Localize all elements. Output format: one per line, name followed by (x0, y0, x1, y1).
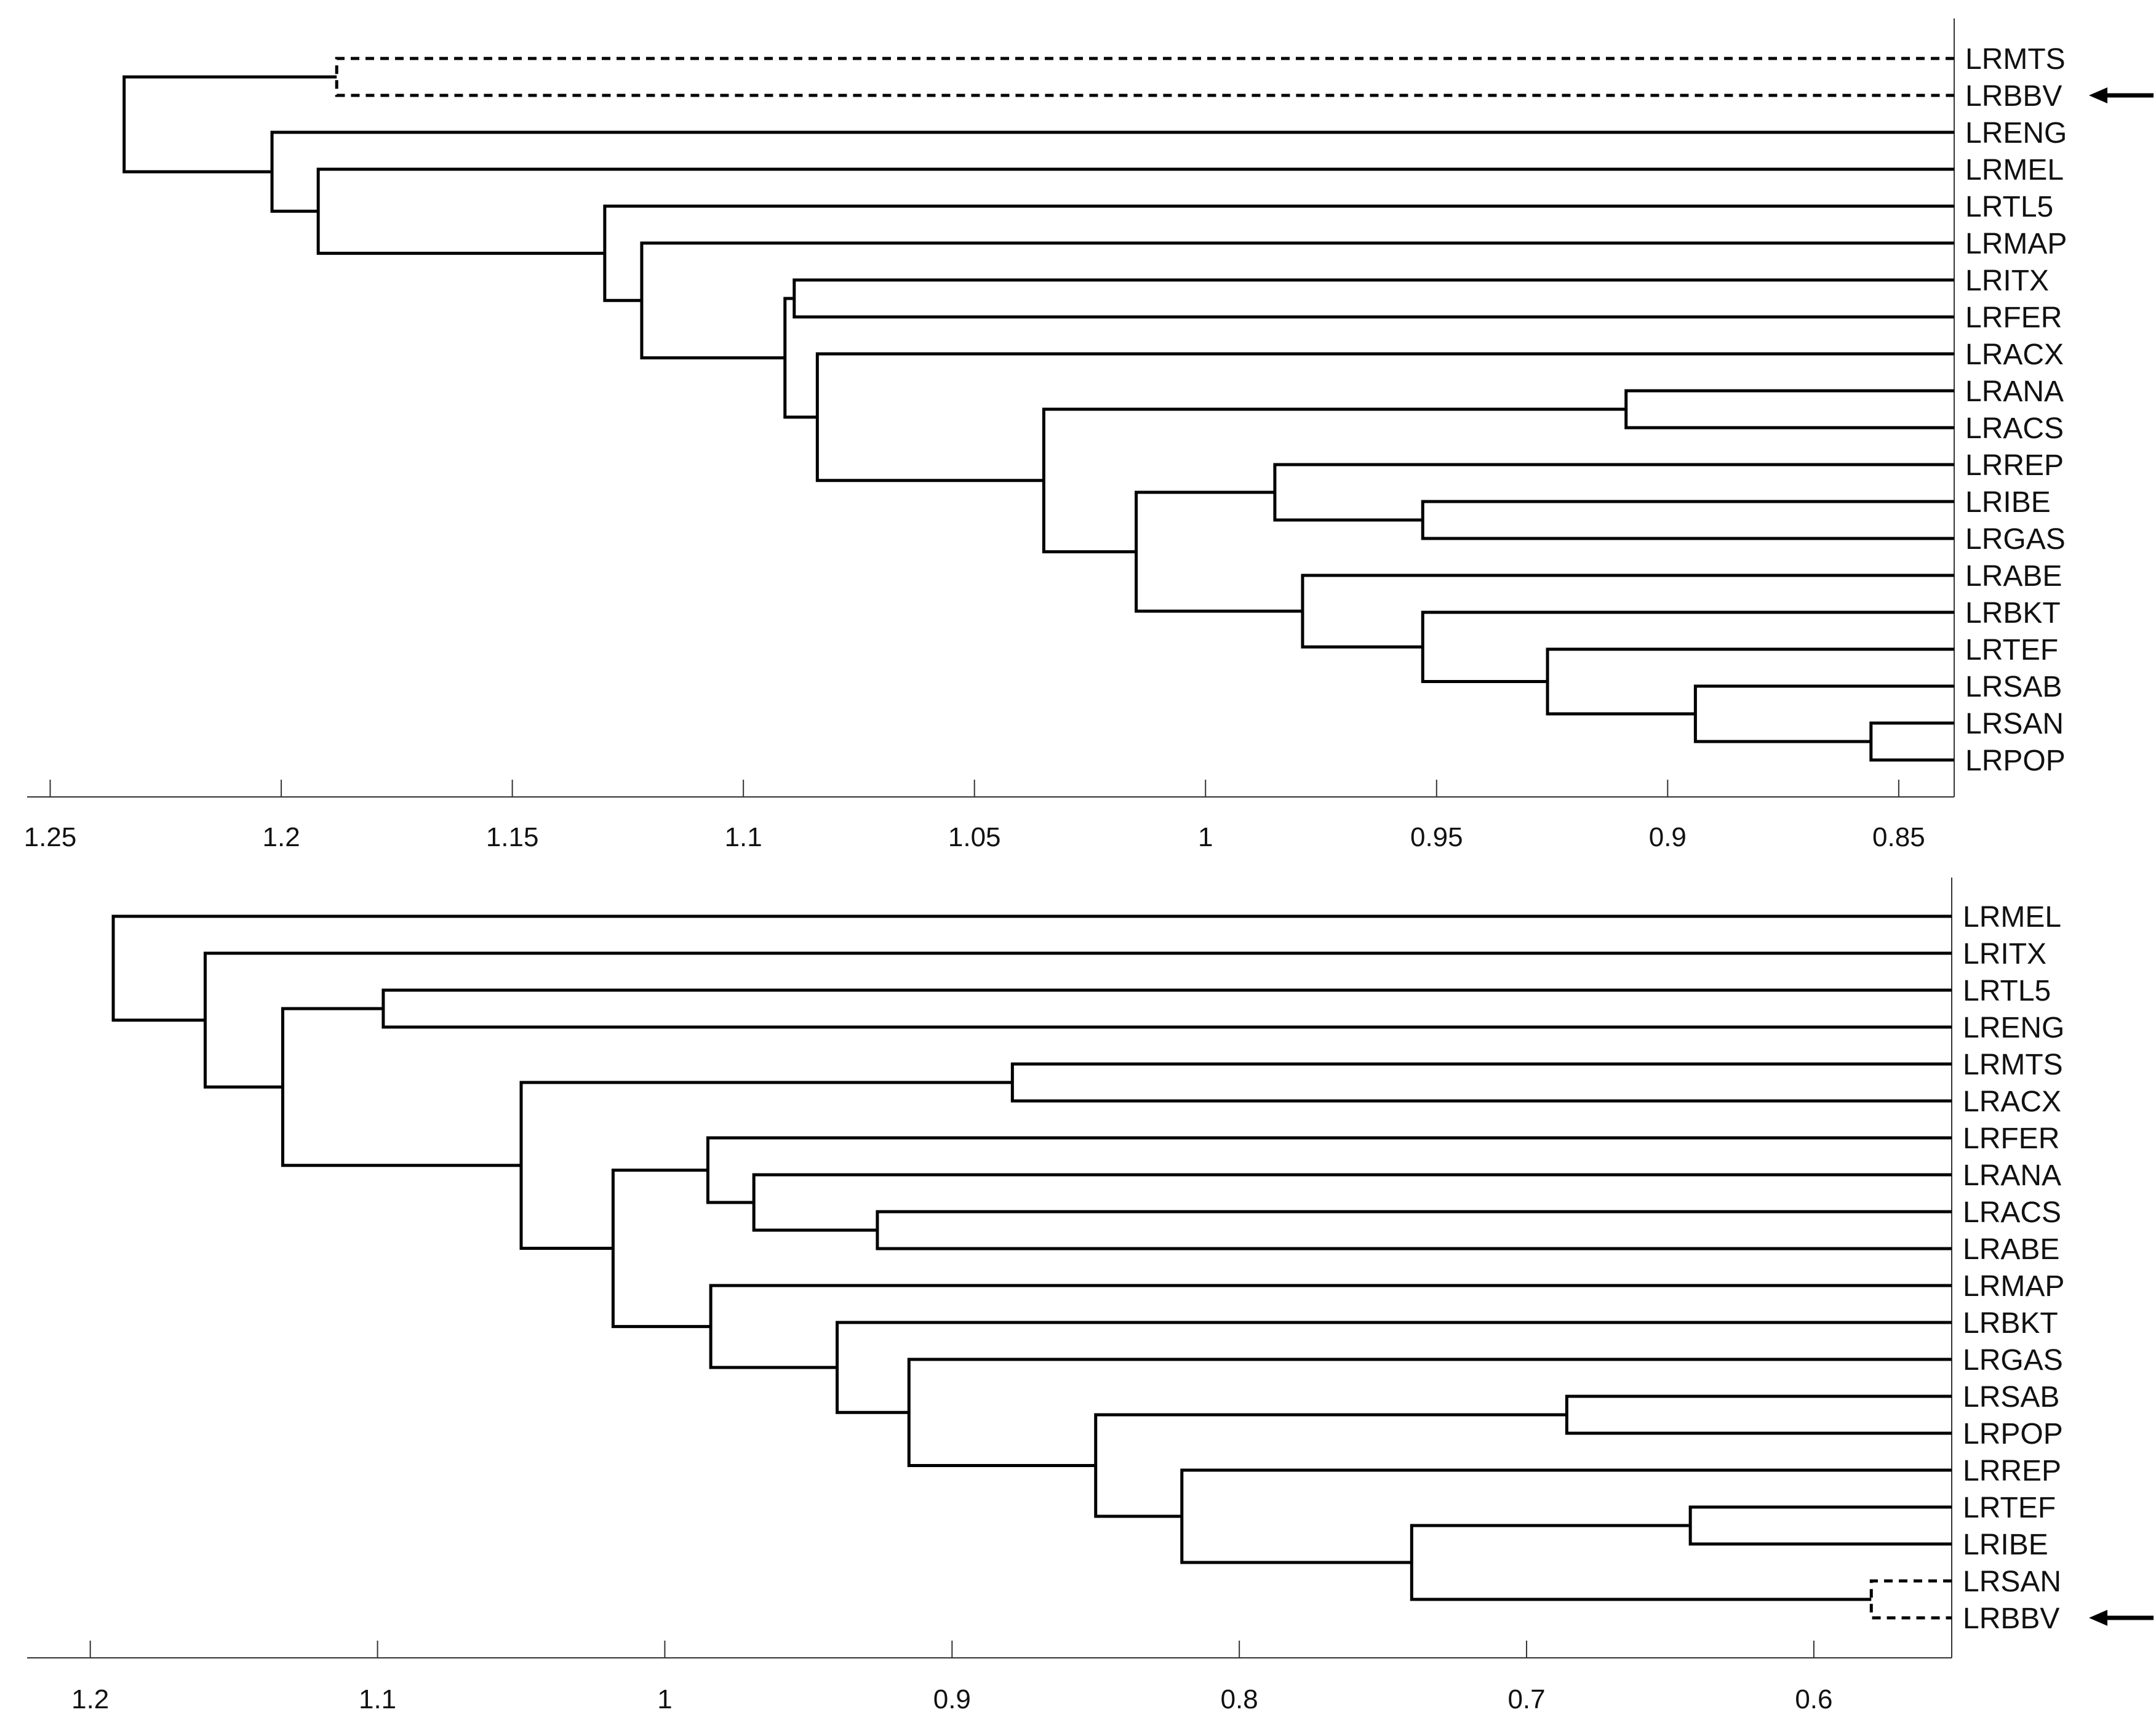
x-tick-label: 1.15 (486, 822, 539, 852)
dendrogram-link (281, 1007, 522, 1167)
leaf-label: LRGAS (1963, 1344, 2063, 1377)
leaf-label: LRPOP (1965, 745, 2066, 777)
x-tick-label: 0.9 (933, 1684, 971, 1712)
leaf-label: LRTEF (1965, 634, 2058, 666)
dendrogram-link (1273, 463, 1954, 522)
dendrogram-link (1688, 1505, 1952, 1546)
leaf-label: LRSAB (1965, 671, 2062, 703)
x-tick-label: 1.2 (71, 1684, 109, 1712)
x-tick-label: 1 (657, 1684, 672, 1712)
leaf-label: LRMTS (1965, 43, 2066, 76)
dendrogram-link (793, 278, 1954, 319)
dendrogram-link (1410, 1524, 1872, 1601)
x-tick-label: 1.1 (359, 1684, 396, 1712)
x-tick-label: 0.8 (1221, 1684, 1258, 1712)
dendrogram-link (836, 1321, 1952, 1414)
dendrogram-link (335, 57, 1954, 97)
leaf-label: LRMEL (1965, 154, 2064, 186)
dendrogram-link (1693, 684, 1954, 743)
dendrogram-link (1421, 500, 1954, 540)
dendrogram-link (381, 988, 1952, 1029)
dendrogram-link (270, 130, 1954, 213)
dendrogram-link (1421, 610, 1954, 683)
dendrogram-link (752, 1173, 1952, 1232)
dendrogram-link (1869, 1579, 1952, 1620)
x-tick-label: 1.25 (24, 822, 77, 852)
leaf-label: LRSAB (1963, 1381, 2059, 1414)
leaf-label: LRANA (1963, 1159, 2061, 1192)
leaf-label: LRACX (1965, 338, 2064, 371)
dendrogram-link (1301, 574, 1954, 649)
dendrogram-link (203, 951, 1952, 1089)
highlight-arrow (2089, 87, 2154, 103)
leaf-label: LRFER (1965, 302, 2062, 334)
leaf-label: LRTL5 (1965, 191, 2053, 223)
leaf-label: LRITX (1963, 938, 2046, 970)
x-tick-label: 0.9 (1649, 822, 1687, 852)
dendrogram-link (1042, 407, 1626, 554)
leaf-label: LRACX (1963, 1086, 2061, 1118)
x-tick-label: 0.7 (1507, 1684, 1545, 1712)
leaf-label: LRPOP (1963, 1418, 2063, 1450)
leaf-label: LRACS (1963, 1196, 2061, 1229)
dendrogram-link (111, 914, 1952, 1022)
leaf-label: LRMEL (1963, 901, 2061, 934)
leaf-label: LRMAP (1965, 228, 2067, 260)
leaf-label: LRTL5 (1963, 975, 2051, 1007)
dendrogram-link (1869, 721, 1954, 762)
top-dendrogram-panel: 1.25 1.2 1.15 1.1 1.05 1 0.95 0.9 0.85 LRMTS LRBBV… (24, 18, 2154, 852)
leaf-label: LRABE (1963, 1233, 2059, 1266)
leaf-label: LRREP (1963, 1455, 2061, 1487)
dendrogram-link (519, 1081, 1013, 1250)
x-tick-label: 1.2 (263, 822, 300, 852)
dendrogram-link (709, 1284, 1952, 1369)
leaf-label: LRIBE (1963, 1529, 2048, 1561)
x-tick-label: 0.85 (1872, 822, 1925, 852)
x-tick-label: 0.95 (1410, 822, 1463, 852)
dendrogram-link (815, 352, 1954, 482)
leaf-label: LRENG (1963, 1012, 2064, 1044)
leaf-label: LRBBV (1963, 1602, 2059, 1635)
leaf-label: LRFER (1963, 1122, 2059, 1155)
leaf-label: LRSAN (1965, 708, 2064, 740)
leaf-label: LRENG (1965, 117, 2067, 150)
leaf-label: LRREP (1965, 449, 2064, 482)
leaf-label: LRGAS (1965, 523, 2066, 556)
dendrogram-link (1094, 1413, 1567, 1518)
highlight-arrow (2089, 1610, 2154, 1626)
leaf-label: LRMTS (1963, 1049, 2063, 1081)
x-tick-label: 1.1 (725, 822, 762, 852)
dendrogram-link (1624, 389, 1954, 430)
dendrogram-link (783, 297, 818, 419)
leaf-label: LRITX (1965, 265, 2049, 297)
leaf-label: LRBKT (1963, 1307, 2058, 1340)
leaf-label: LRIBE (1965, 486, 2051, 519)
dendrogram-link (1180, 1468, 1952, 1564)
x-tick-label: 1 (1198, 822, 1213, 852)
dendrogram-link (122, 75, 337, 174)
leaf-label: LRTEF (1963, 1492, 2056, 1524)
dendrogram-link (1546, 647, 1954, 716)
dendrogram-link (876, 1210, 1952, 1250)
dendrogram-link (706, 1136, 1952, 1204)
leaf-label: LRACS (1965, 412, 2064, 445)
dendrogram-link (1565, 1394, 1952, 1435)
leaf-label: LRMAP (1963, 1270, 2064, 1303)
leaf-label: LRBKT (1965, 597, 2061, 630)
leaf-label: LRSAN (1963, 1566, 2061, 1598)
dendrogram-link (603, 204, 1954, 302)
leaf-label: LRBBV (1965, 80, 2062, 113)
dendrogram-link (640, 241, 1954, 359)
x-tick-label: 0.6 (1795, 1684, 1832, 1712)
dendrogram-link (1010, 1062, 1952, 1103)
dendrogram-link (907, 1358, 1952, 1467)
dendrogram-link (316, 167, 1954, 255)
dendrogram-link (611, 1169, 711, 1329)
leaf-label: LRANA (1965, 375, 2064, 408)
dendrogram-link (1135, 490, 1303, 613)
leaf-label: LRABE (1965, 560, 2062, 593)
bottom-dendrogram-panel: 1.2 1.1 1 0.9 0.8 0.7 0.6 LRMEL LRITX LRTL5 LRENG L… (27, 878, 2154, 1712)
x-tick-label: 1.05 (948, 822, 1001, 852)
